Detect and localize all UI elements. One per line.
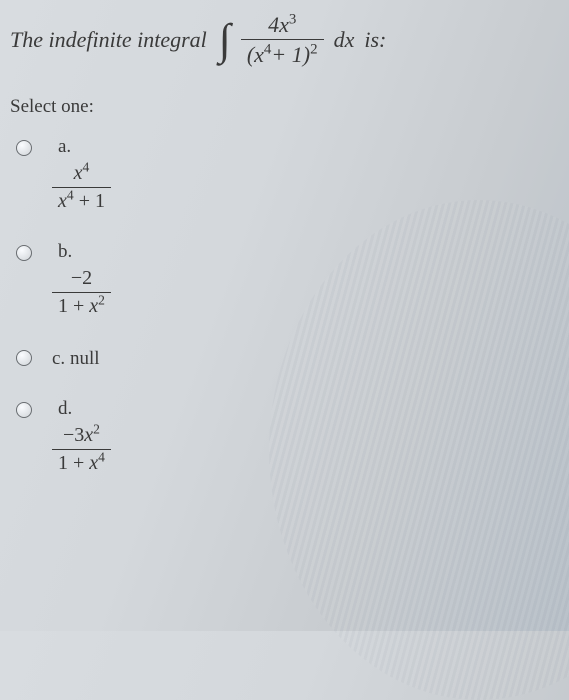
radio-a[interactable] [16,140,32,156]
option-d-expression: −3x2 1 + x4 [52,424,111,475]
radio-c[interactable] [16,350,32,366]
option-a[interactable]: a. x4 x4 + 1 [10,136,559,213]
question-lead-text: The indefinite integral [10,27,207,53]
option-a-letter: a. [52,136,111,158]
option-d-body: d. −3x2 1 + x4 [52,398,111,475]
option-c-letter: c. [52,348,65,369]
option-a-expression: x4 x4 + 1 [52,162,111,213]
question-stem: The indefinite integral ∫ 4x3 (x4+ 1)2 d… [10,12,559,68]
option-d-letter: d. [52,398,111,420]
radio-b[interactable] [16,245,32,261]
option-c[interactable]: c. null [10,346,559,370]
differential: dx [334,27,355,53]
option-b-expression: −2 1 + x2 [52,267,111,318]
integrand-fraction: 4x3 (x4+ 1)2 [241,12,324,68]
integral-sign: ∫ [219,18,231,62]
integrand-denominator: (x4+ 1)2 [241,39,324,67]
option-a-body: a. x4 x4 + 1 [52,136,111,213]
integrand-numerator: 4x3 [262,12,302,39]
option-c-text: null [70,348,100,369]
option-b-letter: b. [52,241,111,263]
option-b-body: b. −2 1 + x2 [52,241,111,318]
select-one-prompt: Select one: [10,96,559,118]
radio-d[interactable] [16,402,32,418]
option-b[interactable]: b. −2 1 + x2 [10,241,559,318]
option-c-body: c. null [52,346,100,370]
question-trail-text: is: [364,27,386,53]
option-d[interactable]: d. −3x2 1 + x4 [10,398,559,475]
